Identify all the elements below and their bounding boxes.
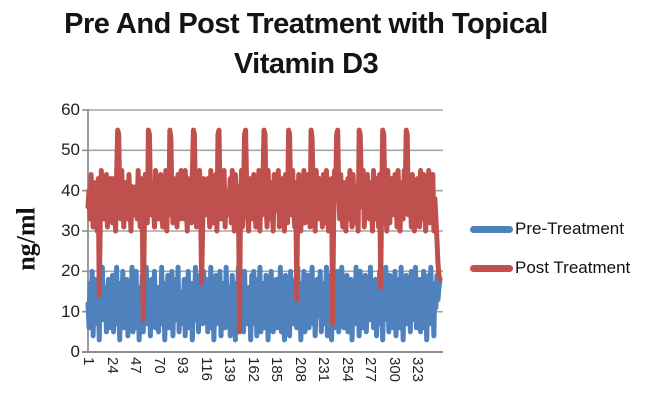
x-tick-label-277: 277: [362, 357, 380, 383]
pre-treatment-line: [85, 264, 443, 343]
y-tick-label-10: 10: [61, 301, 80, 321]
y-tick-label-0: 0: [70, 342, 80, 361]
x-tick-label-208: 208: [291, 357, 309, 383]
x-tick-label-70: 70: [150, 357, 168, 374]
legend-item-pre-treatment[interactable]: Pre-Treatment: [470, 218, 630, 240]
x-tick-label-254: 254: [338, 357, 356, 383]
x-tick-label-93: 93: [174, 357, 192, 374]
x-tick-label-231: 231: [315, 357, 333, 383]
x-tick-label-24: 24: [103, 357, 121, 374]
x-tick-label-139: 139: [221, 357, 239, 383]
x-tick-label-1: 1: [80, 357, 97, 366]
legend-item-post-treatment[interactable]: Post Treatment: [470, 257, 630, 279]
y-tick-label-60: 60: [61, 100, 80, 119]
legend: Pre-Treatment Post Treatment: [470, 218, 630, 296]
chart-title: Pre And Post Treatment with Topical Vita…: [0, 4, 612, 84]
post-treatment-marker: [470, 264, 513, 272]
x-tick-label-185: 185: [268, 357, 286, 383]
y-tick-label-20: 20: [61, 261, 80, 281]
post-treatment-label: Post Treatment: [515, 258, 631, 277]
pre-treatment-label: Pre-Treatment: [515, 219, 624, 238]
pre-treatment-marker: [470, 225, 513, 233]
x-tick-label-300: 300: [385, 357, 403, 383]
x-tick-label-116: 116: [197, 357, 215, 381]
y-tick-label-50: 50: [61, 140, 80, 160]
x-tick-label-323: 323: [409, 357, 427, 383]
chart-title-line-2: Vitamin D3: [233, 48, 379, 80]
x-tick-label-47: 47: [127, 357, 145, 374]
chart-title-line-1: Pre And Post Treatment with Topical: [64, 8, 548, 40]
x-tick-label-162: 162: [244, 357, 262, 383]
y-tick-label-40: 40: [61, 180, 80, 200]
post-treatment-line: [85, 127, 443, 335]
y-tick-label-30: 30: [61, 221, 80, 240]
